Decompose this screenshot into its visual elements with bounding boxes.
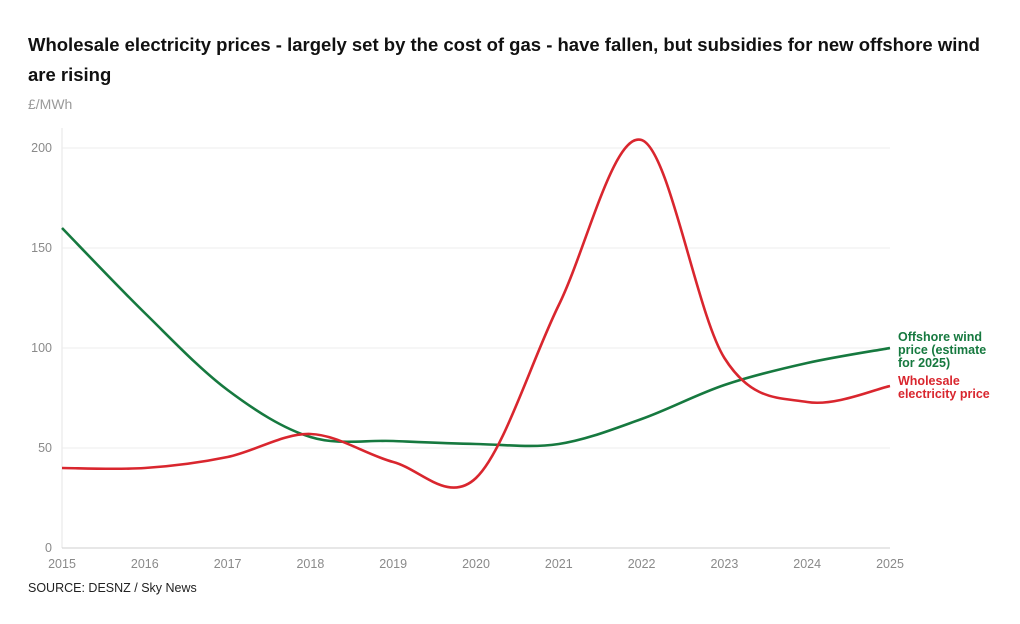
series-line-wholesale [61,138,891,489]
y-tick-label: 50 [38,441,52,455]
x-tick-label: 2019 [379,557,407,571]
x-tick-label: 2020 [462,557,490,571]
x-tick-label: 2017 [214,557,242,571]
source-note: SOURCE: DESNZ / Sky News [28,581,197,595]
chart-title: Wholesale electricity prices - largely s… [28,34,980,85]
x-tick-label: 2025 [876,557,904,571]
y-tick-label: 150 [31,241,52,255]
x-tick-label: 2023 [710,557,738,571]
x-tick-label: 2024 [793,557,821,571]
series-label: for 2025) [898,356,950,370]
series-line-offshore-wind [61,227,891,448]
series-label: Wholesale [898,374,960,388]
x-tick-label: 2022 [628,557,656,571]
x-tick-label: 2018 [296,557,324,571]
x-tick-label: 2016 [131,557,159,571]
y-tick-label: 100 [31,341,52,355]
y-tick-label: 0 [45,541,52,555]
y-axis-unit: £/MWh [28,96,73,112]
series-label: price (estimate [898,343,986,357]
x-tick-label: 2021 [545,557,573,571]
x-tick-label: 2015 [48,557,76,571]
series-label: Offshore wind [898,330,982,344]
y-tick-label: 200 [31,141,52,155]
series-label: electricity price [898,387,990,401]
